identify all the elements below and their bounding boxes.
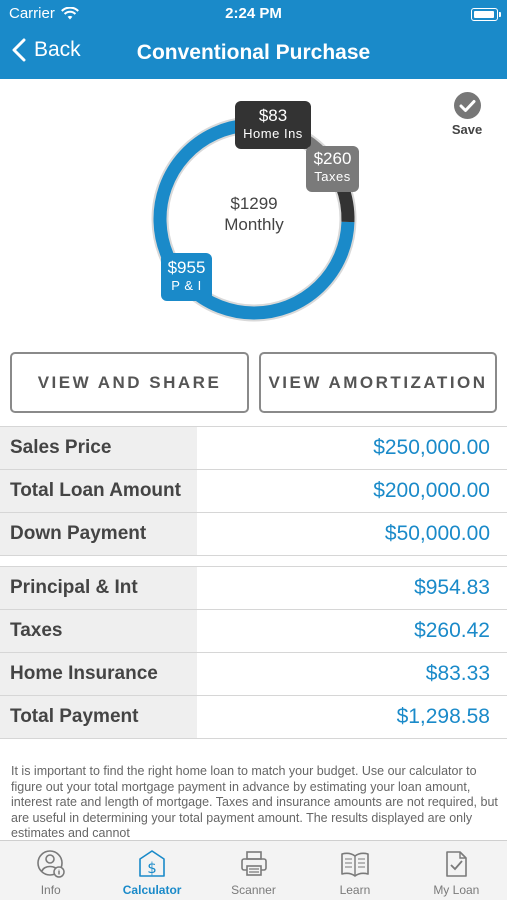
row-label: Down Payment [0, 513, 197, 555]
action-buttons: VIEW AND SHARE VIEW AMORTIZATION [0, 352, 507, 414]
app-header: Carrier 2:24 PM Back Conventional Purcha… [0, 0, 507, 79]
payment-chart: $1299 Monthly $83 Home Ins $260 Taxes $9… [0, 79, 507, 341]
table-row: Down Payment $50,000.00 [0, 513, 507, 556]
table-row: Principal & Int $954.83 [0, 567, 507, 610]
back-label: Back [34, 38, 81, 61]
payment-breakdown-table: Principal & Int $954.83 Taxes $260.42 Ho… [0, 566, 507, 739]
row-label: Principal & Int [0, 567, 197, 609]
row-value: $1,298.58 [396, 705, 490, 728]
page-title: Conventional Purchase [136, 41, 371, 64]
book-icon [341, 852, 369, 877]
svg-text:$: $ [147, 859, 157, 877]
row-value: $250,000.00 [373, 436, 490, 459]
carrier-name: Carrier [9, 5, 55, 22]
row-value: $200,000.00 [373, 479, 490, 502]
chart-center-label: $1299 Monthly [154, 193, 354, 235]
row-label: Total Payment [0, 696, 197, 738]
tab-learn[interactable]: Learn [304, 841, 405, 900]
tab-scanner[interactable]: Scanner [203, 841, 304, 900]
row-value: $260.42 [414, 619, 490, 642]
callout-home-ins-amount: $83 [258, 106, 288, 125]
tab-my-loan[interactable]: My Loan [406, 841, 507, 900]
tab-calculator[interactable]: $ Calculator [101, 841, 202, 900]
tab-calculator-label: Calculator [122, 883, 182, 897]
tab-info-label: Info [40, 883, 61, 897]
tab-info[interactable]: Info [0, 841, 101, 900]
wifi-icon [60, 7, 79, 20]
row-value: $83.33 [425, 662, 490, 685]
callout-pi-label: P & I [171, 278, 202, 293]
table-row: Total Payment $1,298.58 [0, 696, 507, 739]
loan-summary-table: Sales Price $250,000.00 Total Loan Amoun… [0, 426, 507, 556]
save-button[interactable]: Save [447, 92, 487, 137]
callout-home-ins-label: Home Ins [243, 126, 303, 141]
row-value: $50,000.00 [384, 522, 490, 545]
info-person-icon [36, 850, 65, 878]
callout-taxes-amount: $260 [313, 149, 352, 168]
callout-taxes: $260 Taxes [306, 146, 359, 192]
table-row: Home Insurance $83.33 [0, 653, 507, 696]
chevron-left-icon [12, 38, 26, 62]
callout-principal-interest: $955 P & I [161, 253, 212, 301]
tab-scanner-label: Scanner [231, 883, 276, 897]
disclaimer-text: It is important to find the right home l… [11, 764, 498, 840]
back-button[interactable]: Back [12, 38, 81, 62]
callout-pi-amount: $955 [167, 258, 206, 277]
callout-home-ins: $83 Home Ins [235, 101, 311, 149]
row-label: Sales Price [0, 427, 197, 469]
carrier-info: Carrier [9, 5, 79, 22]
row-label: Home Insurance [0, 653, 197, 695]
table-row: Sales Price $250,000.00 [0, 427, 507, 470]
table-row: Total Loan Amount $200,000.00 [0, 470, 507, 513]
callout-taxes-label: Taxes [314, 169, 351, 184]
table-row: Taxes $260.42 [0, 610, 507, 653]
tab-my-loan-label: My Loan [433, 883, 480, 897]
row-label: Total Loan Amount [0, 470, 197, 512]
printer-scanner-icon [240, 851, 267, 876]
status-bar: Carrier 2:24 PM [0, 0, 507, 28]
status-time: 2:24 PM [225, 5, 282, 22]
nav-bar: Back Conventional Purchase [0, 28, 507, 79]
row-label: Taxes [0, 610, 197, 652]
checkmark-icon [453, 92, 481, 119]
row-value: $954.83 [414, 576, 490, 599]
battery-icon [471, 8, 501, 21]
tab-learn-label: Learn [339, 883, 371, 897]
center-amount: $1299 [230, 194, 278, 213]
document-check-icon [446, 851, 468, 877]
tab-bar: Info $ Calculator Scanner Learn My Lo [0, 840, 507, 900]
view-and-share-button[interactable]: VIEW AND SHARE [10, 352, 249, 413]
center-caption: Monthly [224, 215, 284, 234]
save-label: Save [451, 122, 483, 137]
calculator-dollar-icon: $ [139, 850, 165, 877]
view-amortization-button[interactable]: VIEW AMORTIZATION [259, 352, 497, 413]
